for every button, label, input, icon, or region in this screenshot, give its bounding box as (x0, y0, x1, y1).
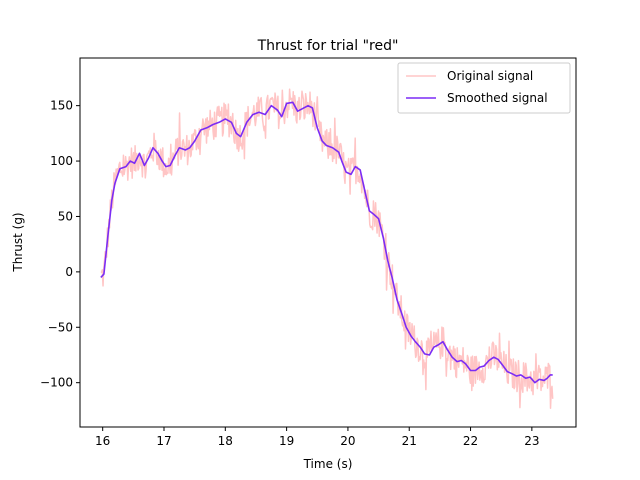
y-tick-label: 100 (50, 154, 73, 168)
y-tick-label: 0 (65, 265, 73, 279)
axes-frame (79, 57, 577, 428)
legend-label-original: Original signal (447, 69, 533, 83)
legend-box (397, 62, 571, 114)
legend: Original signal Smoothed signal (397, 62, 571, 114)
x-tick-label: 19 (279, 434, 294, 448)
x-tick-label: 17 (156, 434, 171, 448)
y-tick-label: 150 (50, 99, 73, 113)
chart-title: Thrust for trial "red" (257, 38, 399, 54)
x-tick-label: 20 (340, 434, 355, 448)
x-tick-label: 22 (463, 434, 478, 448)
x-tick-label: 21 (402, 434, 417, 448)
x-tick-label: 18 (218, 434, 233, 448)
y-tick-label: −100 (40, 376, 73, 390)
y-axis-label: Thrust (g) (11, 212, 25, 272)
x-tick-label: 23 (524, 434, 539, 448)
series-smoothed-signal (100, 101, 553, 384)
y-tick-label: −50 (48, 320, 73, 334)
axis-ticks: 16 17 18 19 20 21 22 23 −100 −50 0 50 100 150 (40, 99, 539, 448)
x-tick-label: 16 (95, 434, 110, 448)
plot-area (100, 88, 554, 410)
series-original-signal (100, 88, 554, 410)
legend-label-smoothed: Smoothed signal (447, 91, 548, 105)
y-tick-label: 50 (58, 209, 73, 223)
x-axis-label: Time (s) (303, 457, 353, 471)
